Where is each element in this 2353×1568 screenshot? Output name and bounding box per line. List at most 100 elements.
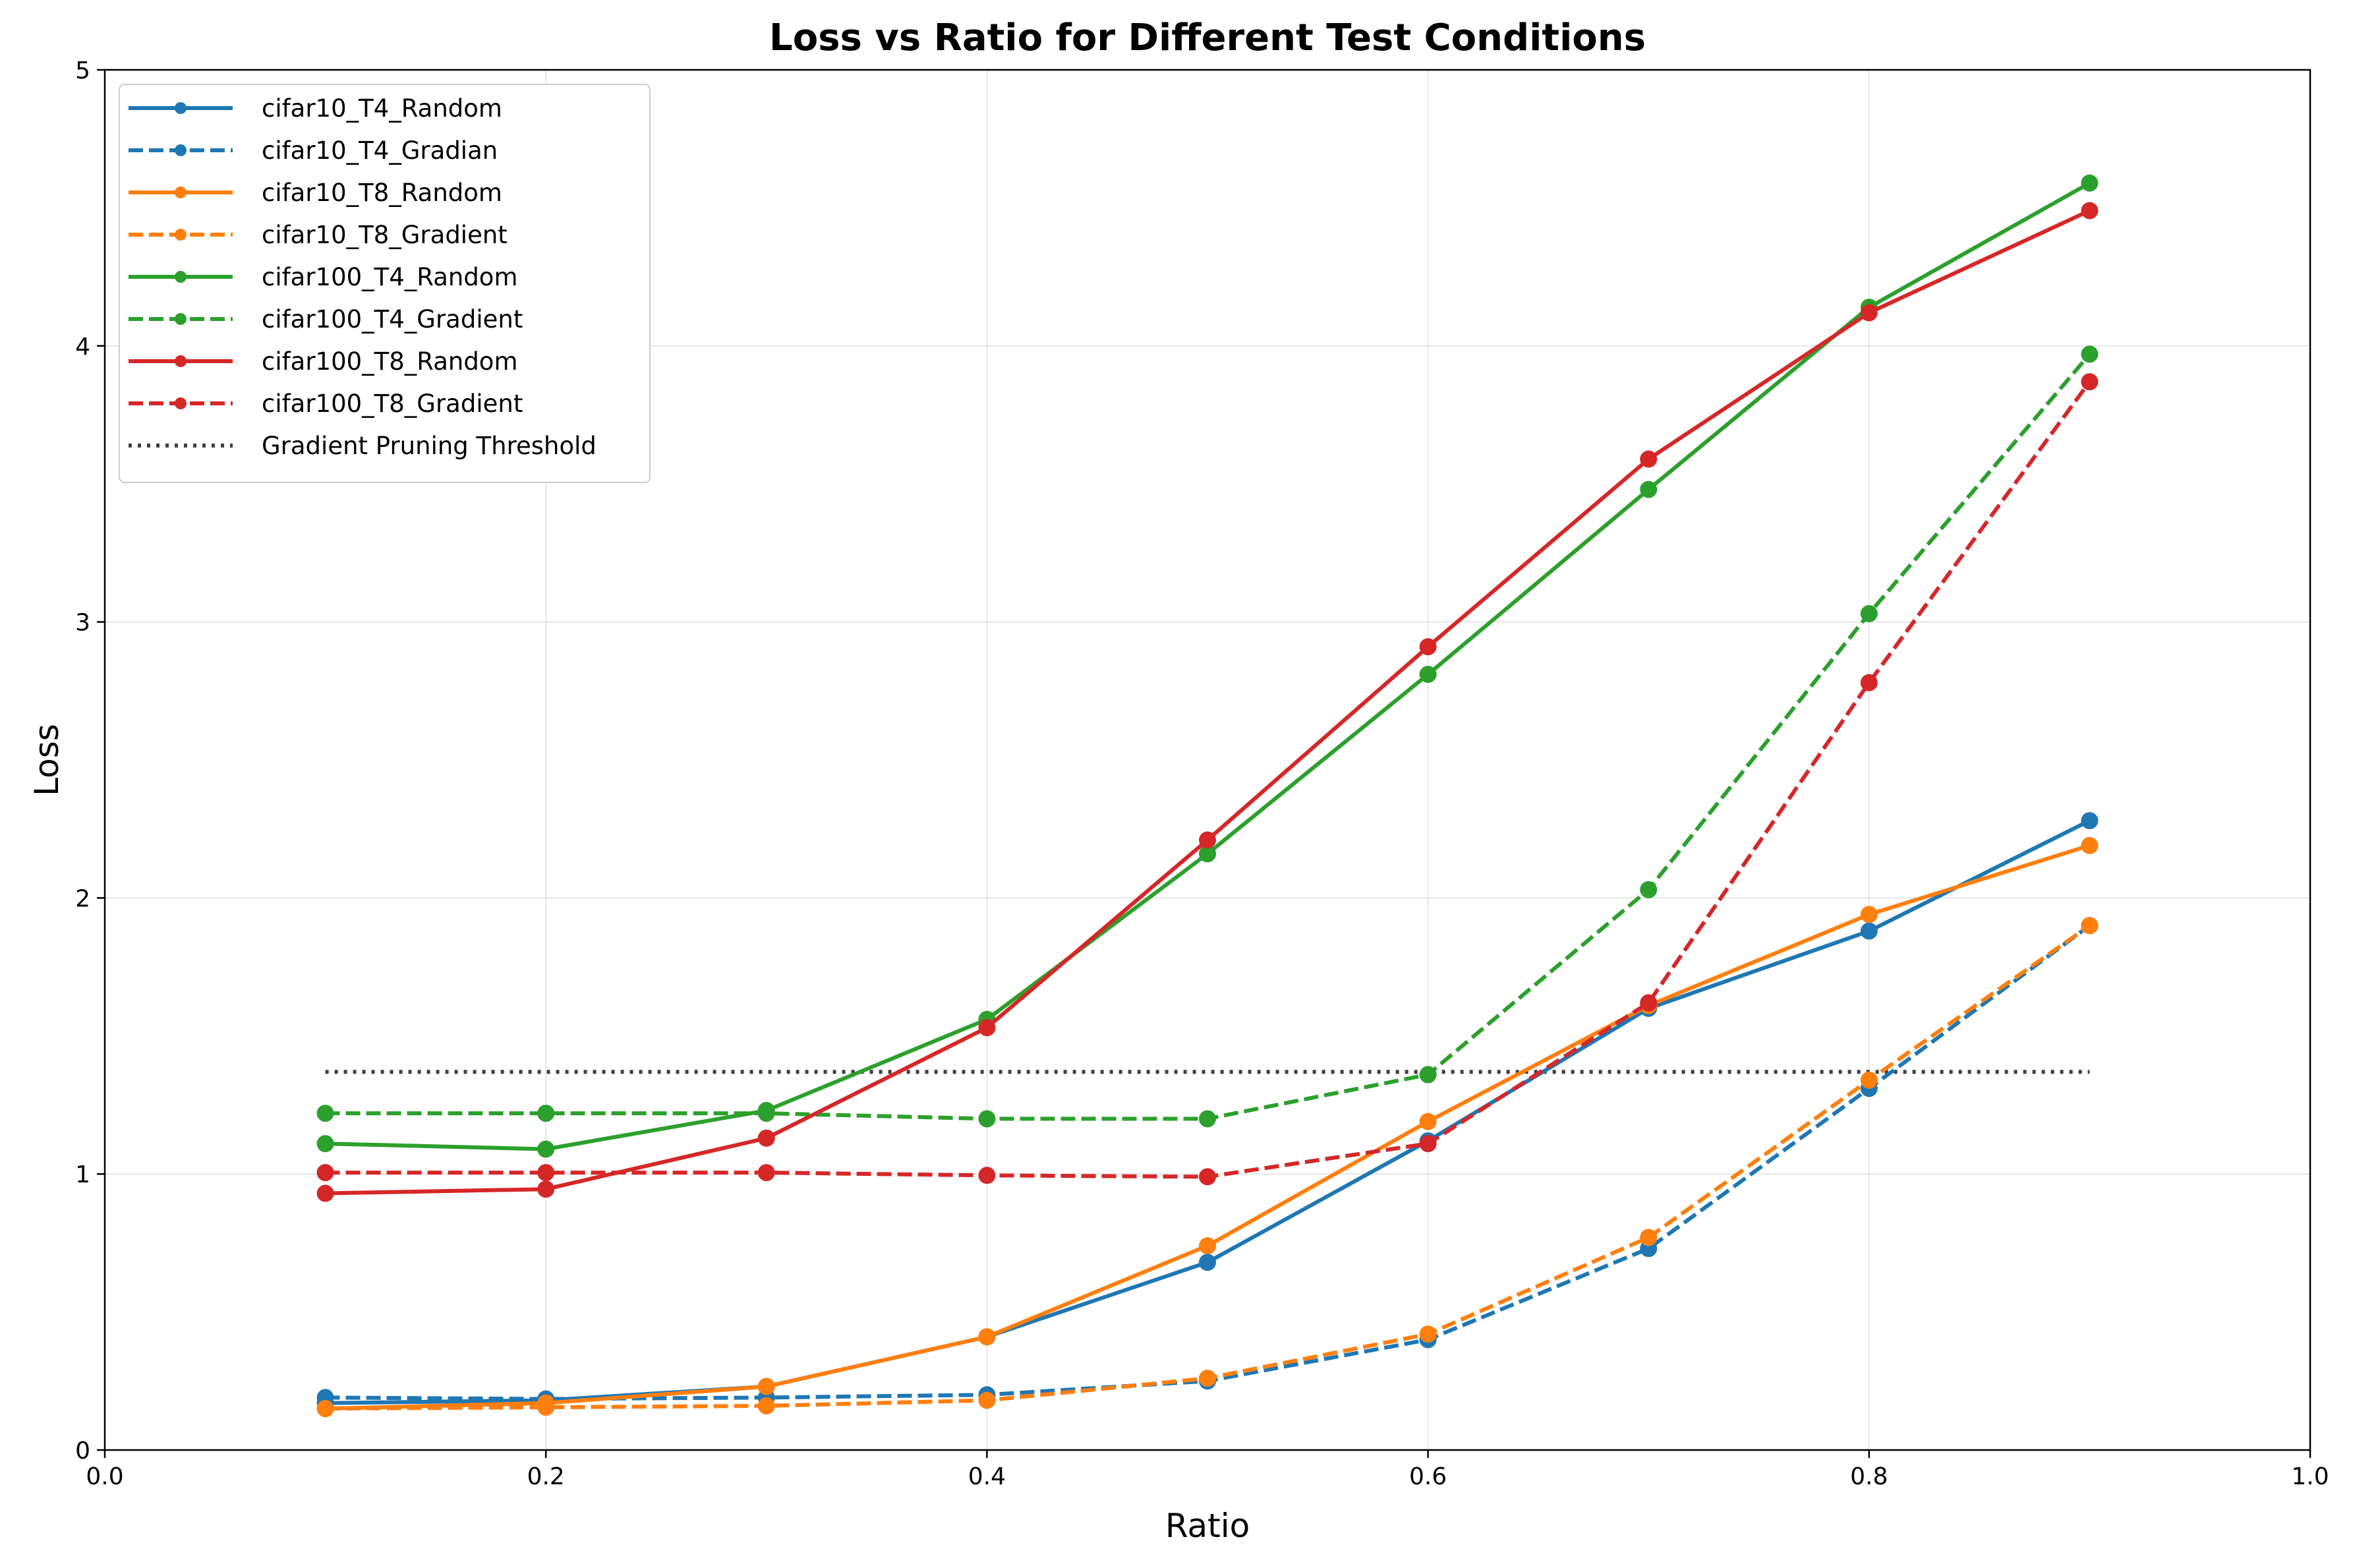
series-cifar100_T8_Gradient (316, 373, 2099, 1186)
data-point (316, 1164, 334, 1182)
data-point (1640, 1229, 1658, 1246)
y-tick-label: 3 (75, 610, 90, 637)
data-point (757, 1397, 775, 1414)
data-point (1419, 1325, 1437, 1343)
x-tick-label: 0.4 (968, 1463, 1006, 1490)
data-point (1640, 480, 1658, 498)
data-point (1860, 906, 1878, 923)
data-point (316, 1400, 334, 1418)
data-point (2081, 373, 2099, 391)
x-axis-label: Ratio (1165, 1507, 1250, 1545)
data-point (1419, 1066, 1437, 1084)
data-point (316, 1184, 334, 1202)
legend-marker (175, 271, 187, 283)
data-point (978, 1110, 996, 1128)
data-point (537, 1180, 555, 1198)
legend-entry: cifar100_T4_Gradient (129, 305, 523, 334)
data-point (537, 1164, 555, 1182)
data-point (757, 1164, 775, 1182)
data-point (1419, 638, 1437, 656)
legend-label: cifar10_T8_Random (262, 179, 502, 207)
data-point (1860, 605, 1878, 623)
legend-marker (175, 397, 187, 409)
series-cifar100_T4_Gradient (316, 345, 2099, 1128)
x-tick-label: 0.0 (86, 1463, 123, 1490)
y-tick-label: 4 (75, 334, 90, 361)
data-point (1199, 1110, 1216, 1128)
legend-entry: cifar10_T8_Gradient (129, 221, 508, 249)
data-point (2081, 174, 2099, 192)
legend-entry: cifar10_T8_Random (129, 179, 502, 207)
x-tick-label: 0.2 (527, 1463, 565, 1490)
data-point (1199, 1237, 1216, 1255)
legend-marker (175, 144, 187, 156)
chart-title: Loss vs Ratio for Different Test Conditi… (769, 16, 1646, 59)
legend-label: cifar100_T8_Gradient (262, 390, 523, 418)
x-tick-label: 0.8 (1850, 1463, 1888, 1490)
legend-entry: cifar100_T8_Gradient (129, 390, 523, 418)
data-point (1640, 881, 1658, 898)
legend-marker (175, 229, 187, 241)
data-point (978, 1328, 996, 1346)
data-point (316, 1105, 334, 1122)
data-point (1199, 1168, 1216, 1186)
data-point (1419, 666, 1437, 683)
data-point (1419, 1135, 1437, 1153)
plot-frame (103, 69, 2311, 1451)
legend-entry: Gradient Pruning Threshold (129, 432, 596, 460)
data-point (1860, 1071, 1878, 1089)
y-tick-label: 2 (75, 885, 90, 912)
data-point (1860, 922, 1878, 940)
data-point (1199, 1254, 1216, 1271)
legend-entry: cifar10_T4_Gradian (129, 136, 498, 165)
data-point (537, 1140, 555, 1158)
x-tick-label: 1.0 (2291, 1463, 2329, 1490)
legend-box (119, 84, 651, 483)
data-point (537, 1399, 555, 1416)
legend-label: cifar10_T4_Gradian (262, 136, 498, 165)
legend-entry: cifar100_T4_Random (129, 263, 517, 291)
data-point (1199, 845, 1216, 863)
data-point (1419, 1113, 1437, 1130)
legend-label: cifar10_T8_Gradient (262, 221, 508, 249)
axis-ticks: 0.0 0.2 0.4 0.6 0.8 1.0 0 1 2 3 4 5 (75, 57, 2329, 1490)
y-tick-label: 0 (75, 1437, 90, 1465)
data-point (978, 1167, 996, 1184)
y-tick-label: 5 (75, 57, 90, 84)
data-point (2081, 812, 2099, 830)
data-point (1199, 1370, 1216, 1387)
data-point (1640, 450, 1658, 468)
data-point (1860, 674, 1878, 691)
data-point (757, 1378, 775, 1395)
data-point (2081, 345, 2099, 363)
legend-label: cifar100_T4_Random (262, 263, 517, 291)
legend: cifar10_T4_Random cifar10_T4_Gradiancifar… (119, 84, 651, 483)
data-point (2081, 836, 2099, 854)
legend-entry: cifar100_T8_Random (129, 347, 517, 376)
legend-marker (175, 187, 187, 198)
series-cifar10_T8_Gradient (316, 917, 2099, 1418)
legend-label: Gradient Pruning Threshold (262, 432, 596, 460)
data-point (1640, 994, 1658, 1012)
legend-label: cifar10_T4_Random (262, 94, 502, 123)
series-group (316, 174, 2099, 1418)
y-axis-label: Loss (28, 724, 66, 796)
legend-marker (175, 102, 187, 114)
data-point (537, 1105, 555, 1122)
y-tick-label: 1 (75, 1161, 90, 1188)
data-point (2081, 202, 2099, 219)
legend-entry: cifar10_T4_Random (129, 94, 502, 123)
legend-marker (175, 355, 187, 367)
data-point (1860, 304, 1878, 322)
x-tick-label: 0.6 (1409, 1463, 1447, 1490)
data-point (1199, 831, 1216, 849)
data-point (978, 1391, 996, 1409)
data-point (316, 1135, 334, 1153)
data-point (757, 1105, 775, 1122)
data-point (978, 1019, 996, 1037)
legend-label: cifar100_T4_Gradient (262, 305, 523, 334)
data-point (757, 1129, 775, 1147)
data-point (2081, 917, 2099, 935)
